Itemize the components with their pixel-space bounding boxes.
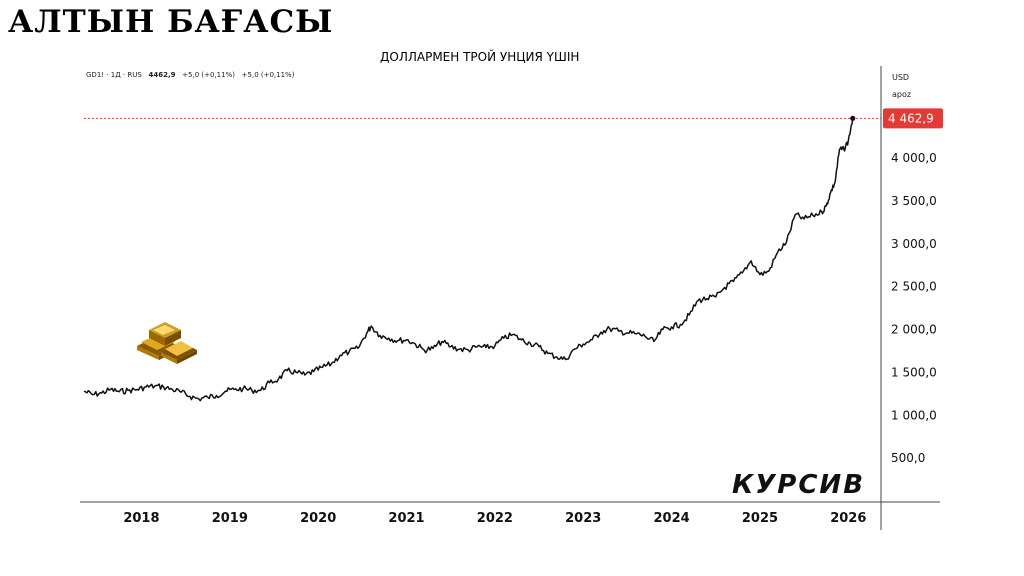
ticker-change-2: +5,0 (+0,11%) — [241, 71, 295, 79]
y-tick-label: 3 000,0 — [891, 237, 937, 251]
ticker-line: GD1! · 1Д · RUS 4462,9 +5,0 (+0,11%) +5,… — [86, 71, 294, 79]
y-tick-label: 4 000,0 — [891, 151, 937, 165]
x-tick-label: 2020 — [300, 511, 336, 526]
y-tick-label: 2 000,0 — [891, 323, 937, 337]
axis-currency: USD — [892, 73, 909, 82]
x-tick-label: 2023 — [565, 511, 601, 526]
x-tick-label: 2025 — [742, 511, 778, 526]
y-tick-label: 500,0 — [891, 451, 925, 465]
last-price-tag-background — [883, 108, 943, 129]
axis-mode: арoz — [892, 90, 911, 99]
y-tick-label: 3 500,0 — [891, 194, 937, 208]
ticker-price: 4462,9 — [148, 71, 176, 79]
x-tick-label: 2024 — [654, 511, 690, 526]
last-price-dot — [850, 115, 856, 121]
gold-bars-icon — [137, 322, 197, 364]
price-series-line — [83, 118, 854, 402]
x-tick-label: 2018 — [123, 511, 159, 526]
last-price-label: 4 462,9 — [888, 111, 934, 125]
x-tick-label: 2021 — [388, 511, 424, 526]
brand-logo: КУРСИВ — [732, 470, 865, 500]
x-tick-label: 2022 — [477, 511, 513, 526]
x-tick-label: 2019 — [212, 511, 248, 526]
chart-subtitle: ДОЛЛАРМЕН ТРОЙ УНЦИЯ ҮШІН — [380, 50, 580, 64]
page-title: АЛТЫН БАҒАСЫ — [8, 4, 334, 40]
y-tick-label: 1 500,0 — [891, 365, 937, 379]
last-price-tag: 4 462,9 — [883, 108, 943, 129]
ticker-symbol: GD1! · 1Д · RUS — [86, 71, 142, 79]
x-tick-label: 2026 — [830, 511, 866, 526]
y-tick-label: 1 000,0 — [891, 408, 937, 422]
ticker-change-1: +5,0 (+0,11%) — [182, 71, 235, 79]
y-tick-label: 2 500,0 — [891, 280, 937, 294]
